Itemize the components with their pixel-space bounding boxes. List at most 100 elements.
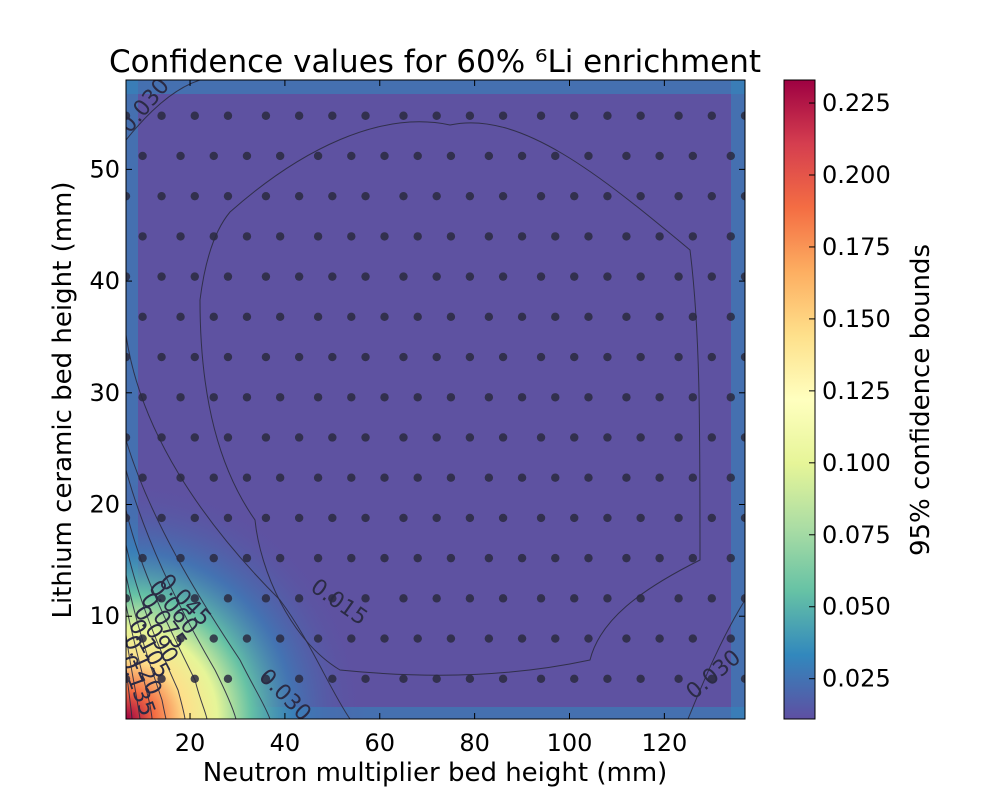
x-tick-label: 80 [459,729,490,757]
sample-point [584,393,593,402]
sample-point [498,513,508,523]
sample-point [126,513,131,523]
sample-point [399,594,408,603]
sample-point [446,312,456,322]
sample-point [484,312,494,322]
sample-point [498,272,508,281]
sample-point [432,272,441,281]
sample-point [328,594,337,603]
x-tick-label: 120 [641,729,687,757]
sample-point [361,433,370,442]
sample-point [636,594,645,603]
sample-point [726,393,735,402]
sample-point [209,232,218,241]
sample-point [726,151,735,161]
contour-line [126,634,141,719]
sample-point [584,232,593,241]
sample-point [446,232,456,241]
sample-point [622,553,631,563]
x-axis-ticks: 20 40 60 80 100 120 [175,80,687,757]
sample-point [498,433,508,442]
sample-point [328,674,337,683]
sample-point [275,151,285,161]
colorbar-tick-label: 0.050 [822,593,891,621]
sample-point [740,111,745,120]
sample-point [707,352,716,362]
sample-point [498,352,508,362]
sample-point [570,272,579,281]
sample-point [209,151,218,161]
sample-point [688,634,698,643]
sample-point [242,634,252,643]
sample-point [740,352,745,362]
contour-line [126,469,237,719]
sample-point [584,151,593,161]
sample-point [536,433,546,442]
sample-point [328,352,337,362]
sample-point [465,433,475,442]
sample-point [294,272,304,281]
sample-point [328,513,337,523]
sample-point [740,674,745,683]
sample-point [465,674,475,683]
sample-point [413,312,422,322]
sample-point [126,433,131,442]
sample-point [674,191,683,201]
contour-line [199,121,701,676]
sample-point [498,594,508,603]
sample-point [294,594,304,603]
sample-point [126,352,131,362]
sample-point [413,151,422,161]
sample-point [399,111,408,120]
sample-point [275,232,285,241]
sample-point [223,191,233,201]
sample-point [399,513,408,523]
y-tick-label: 40 [89,267,120,295]
sample-point [551,393,560,402]
sample-point [413,553,422,563]
sample-point [584,473,593,482]
sample-point [536,111,546,120]
sample-point [223,433,233,442]
sample-point [294,674,304,683]
sample-point [209,393,218,402]
sample-point [465,352,475,362]
y-tick-label: 30 [89,379,120,407]
sample-point [261,674,271,683]
sample-point [740,272,745,281]
colorbar-fill [784,80,815,719]
sample-point [636,513,645,523]
sample-point [740,191,745,201]
sample-point [655,393,664,402]
sample-point [138,232,147,241]
sample-point [603,272,612,281]
contour-line [126,80,201,141]
sample-point [313,553,323,563]
sample-point [603,191,612,201]
sample-point [636,674,645,683]
contour-line [126,439,271,719]
sample-point [261,111,271,120]
sample-point [138,634,147,643]
sample-point [275,393,285,402]
sample-point [361,111,370,120]
sample-point [655,553,664,563]
sample-point [446,553,456,563]
sample-point [498,111,508,120]
sample-point [570,674,579,683]
sample-point [484,393,494,402]
contour-line [126,334,351,719]
sample-point [242,393,252,402]
sample-point [347,473,356,482]
sample-point [707,594,716,603]
sample-point [636,111,645,120]
sample-point [209,553,218,563]
sample-point [413,634,422,643]
sample-point [157,191,166,201]
sample-point [157,272,166,281]
sample-point [126,111,131,120]
sample-point [432,513,441,523]
sample-point [380,312,389,322]
sample-point [446,393,456,402]
colorbar-tick-label: 0.150 [822,305,891,333]
